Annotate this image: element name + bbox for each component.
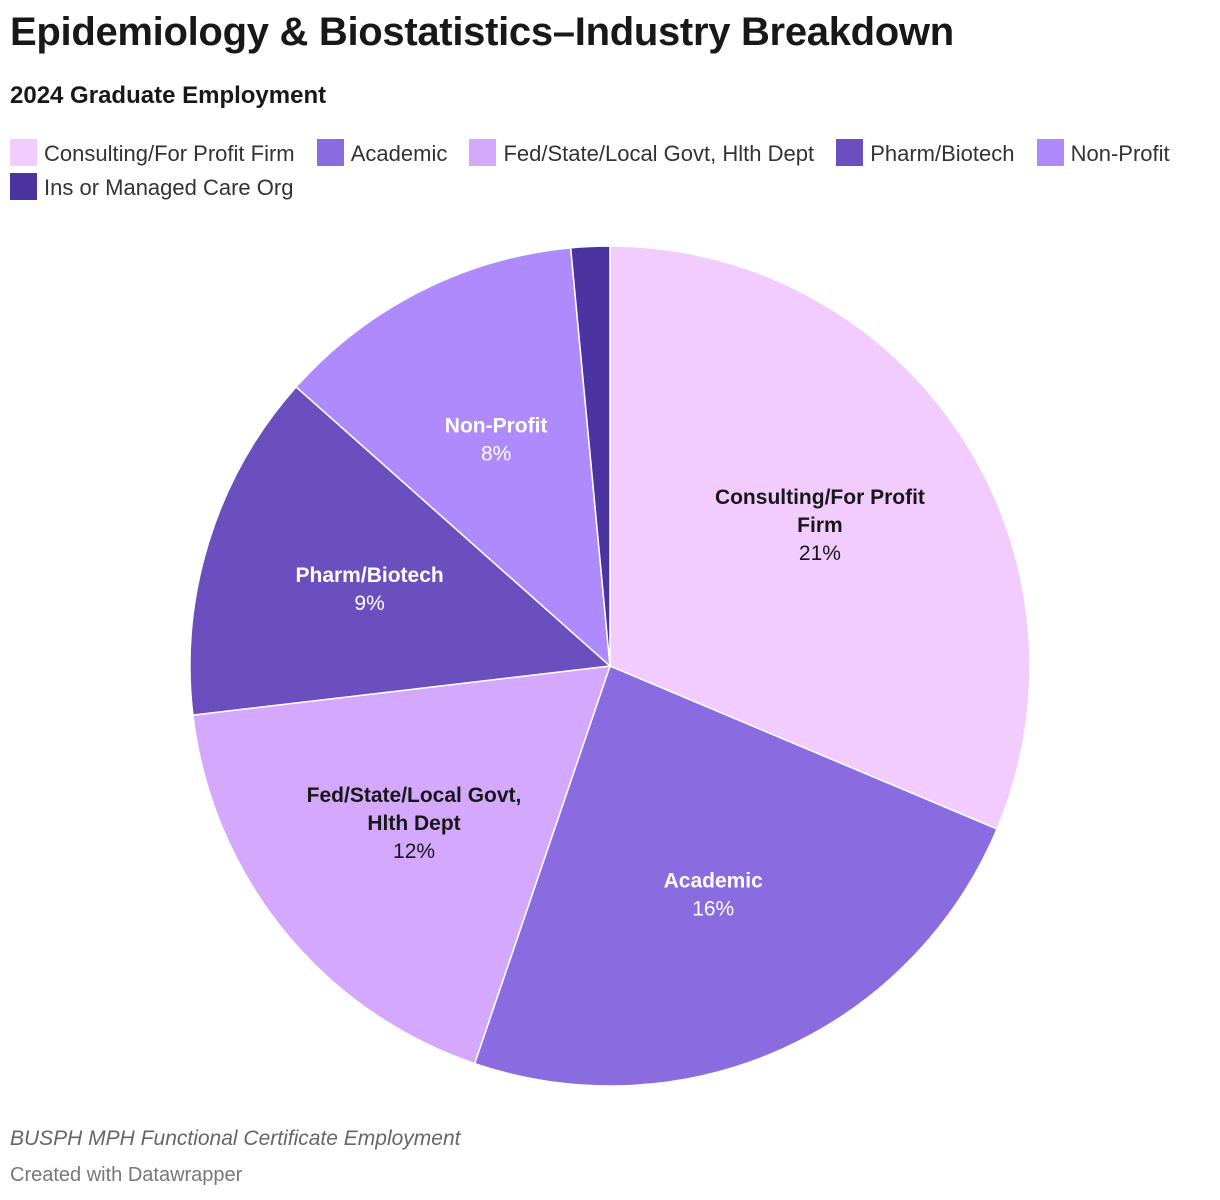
legend-item: Non-Profit bbox=[1036, 139, 1170, 166]
slice-label-value: 12% bbox=[393, 840, 435, 863]
chart-legend: Consulting/For Profit Firm Academic Fed/… bbox=[10, 137, 1210, 205]
pie-slice bbox=[609, 245, 1031, 830]
slice-label: Non-Profit 8% bbox=[445, 415, 548, 466]
chart-source-note: BUSPH MPH Functional Certificate Employm… bbox=[10, 1127, 461, 1150]
slice-label: Pharm/Biotech 9% bbox=[296, 564, 444, 615]
slice-label-name: Firm bbox=[797, 514, 843, 537]
legend-item: Consulting/For Profit Firm bbox=[10, 139, 295, 166]
slice-label-name: Fed/State/Local Govt, bbox=[307, 784, 522, 807]
pie-chart: Consulting/For Profit Firm 21% Academic 16% F… bbox=[189, 245, 1031, 1087]
slice-label-value: 21% bbox=[799, 542, 841, 565]
pie-slice bbox=[569, 245, 611, 667]
slice-label-value: 9% bbox=[354, 592, 384, 615]
legend-item: Pharm/Biotech bbox=[836, 139, 1015, 166]
legend-label: Academic bbox=[350, 141, 448, 166]
chart-title: Epidemiology & Biostatistics–Industry Br… bbox=[10, 10, 954, 54]
legend-item: Ins or Managed Care Org bbox=[10, 173, 294, 200]
slice-label-name: Hlth Dept bbox=[367, 812, 460, 835]
legend-swatch bbox=[836, 139, 864, 166]
legend-label: Consulting/For Profit Firm bbox=[44, 141, 295, 166]
legend-item: Academic bbox=[316, 139, 448, 166]
legend-item: Fed/State/Local Govt, Hlth Dept bbox=[469, 139, 815, 166]
legend-label: Fed/State/Local Govt, Hlth Dept bbox=[503, 141, 815, 166]
slice-label-value: 8% bbox=[481, 443, 511, 466]
slice-label-name: Academic bbox=[664, 869, 764, 892]
pie-slice bbox=[473, 664, 999, 1087]
pie-slice bbox=[189, 385, 612, 716]
slice-label: Fed/State/Local Govt, Hlth Dept 12% bbox=[307, 784, 522, 863]
pie-slice bbox=[295, 247, 611, 668]
slice-label-value: 16% bbox=[692, 897, 734, 920]
legend-swatch bbox=[10, 139, 37, 166]
legend-swatch bbox=[1036, 139, 1064, 166]
chart-credit: Created with Datawrapper bbox=[10, 1164, 243, 1186]
legend-swatch bbox=[10, 173, 37, 200]
slice-label: Consulting/For Profit Firm 21% bbox=[715, 486, 925, 565]
slice-label-name: Non-Profit bbox=[445, 415, 548, 438]
legend-swatch bbox=[469, 139, 497, 166]
legend-label: Pharm/Biotech bbox=[870, 141, 1015, 166]
slice-label-name: Pharm/Biotech bbox=[296, 564, 444, 587]
pie-slice bbox=[192, 665, 612, 1065]
legend-label: Ins or Managed Care Org bbox=[44, 175, 294, 200]
legend-label: Non-Profit bbox=[1070, 141, 1170, 166]
slice-label: Academic 16% bbox=[664, 869, 764, 920]
chart-subtitle: 2024 Graduate Employment bbox=[10, 82, 327, 109]
slice-label-name: Consulting/For Profit bbox=[715, 486, 925, 509]
legend-swatch bbox=[316, 139, 344, 166]
